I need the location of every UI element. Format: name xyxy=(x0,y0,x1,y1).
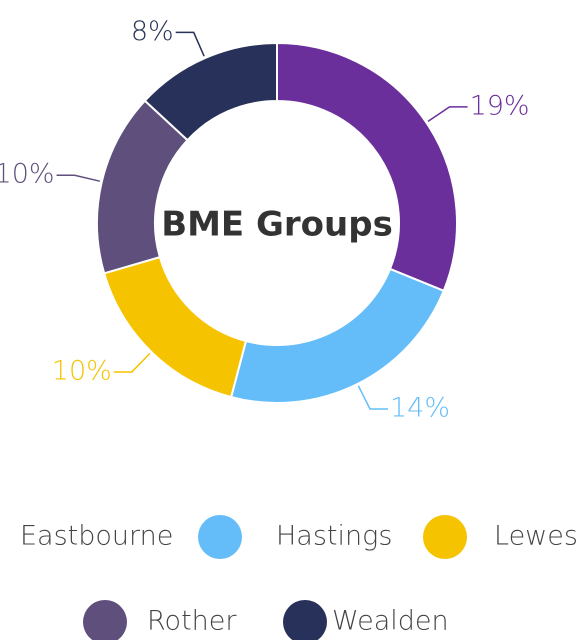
data-label: 10% xyxy=(0,159,55,190)
legend-swatch xyxy=(198,515,242,559)
donut-segment xyxy=(143,41,278,142)
leader-line xyxy=(427,106,468,123)
donut-segment xyxy=(229,267,446,404)
chart-title: BME Groups xyxy=(161,205,393,245)
data-label: 14% xyxy=(390,393,450,424)
legend-swatch xyxy=(283,600,327,640)
donut-segment xyxy=(102,255,248,399)
legend-label: Hastings xyxy=(276,521,392,552)
legend-swatch xyxy=(83,600,127,640)
legend-label: Lewes xyxy=(494,521,578,552)
leader-line xyxy=(113,352,151,373)
legend-label: Rother xyxy=(147,606,237,637)
legend-swatch xyxy=(423,515,467,559)
legend-label: Wealden xyxy=(332,606,449,637)
data-label: 8% xyxy=(131,16,174,47)
legend-label: Eastbourne xyxy=(20,521,173,552)
data-label: 19% xyxy=(470,90,530,121)
leader-line xyxy=(56,174,101,182)
donut-segment xyxy=(276,41,458,293)
data-label: 10% xyxy=(52,355,112,386)
leader-line xyxy=(175,31,205,57)
leader-line xyxy=(357,385,388,410)
